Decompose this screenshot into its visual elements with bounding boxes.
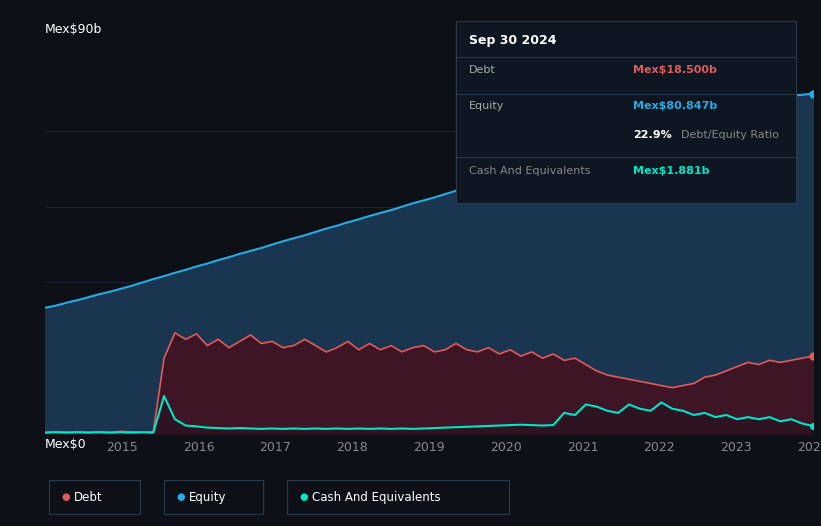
- Text: Debt/Equity Ratio: Debt/Equity Ratio: [681, 130, 778, 140]
- Text: Debt: Debt: [74, 491, 103, 503]
- Text: ●: ●: [300, 492, 308, 502]
- Text: Debt: Debt: [470, 65, 496, 75]
- Text: Equity: Equity: [470, 101, 505, 111]
- Text: Mex$1.881b: Mex$1.881b: [633, 166, 709, 176]
- Text: Cash And Equivalents: Cash And Equivalents: [312, 491, 441, 503]
- Text: Mex$80.847b: Mex$80.847b: [633, 101, 717, 111]
- Text: Cash And Equivalents: Cash And Equivalents: [470, 166, 591, 176]
- Text: Mex$18.500b: Mex$18.500b: [633, 65, 717, 75]
- Text: Mex$0: Mex$0: [45, 438, 87, 451]
- Text: Mex$90b: Mex$90b: [45, 23, 103, 36]
- Text: 22.9%: 22.9%: [633, 130, 672, 140]
- Text: Equity: Equity: [189, 491, 227, 503]
- Text: ●: ●: [62, 492, 70, 502]
- Text: Sep 30 2024: Sep 30 2024: [470, 34, 557, 47]
- Text: ●: ●: [177, 492, 185, 502]
